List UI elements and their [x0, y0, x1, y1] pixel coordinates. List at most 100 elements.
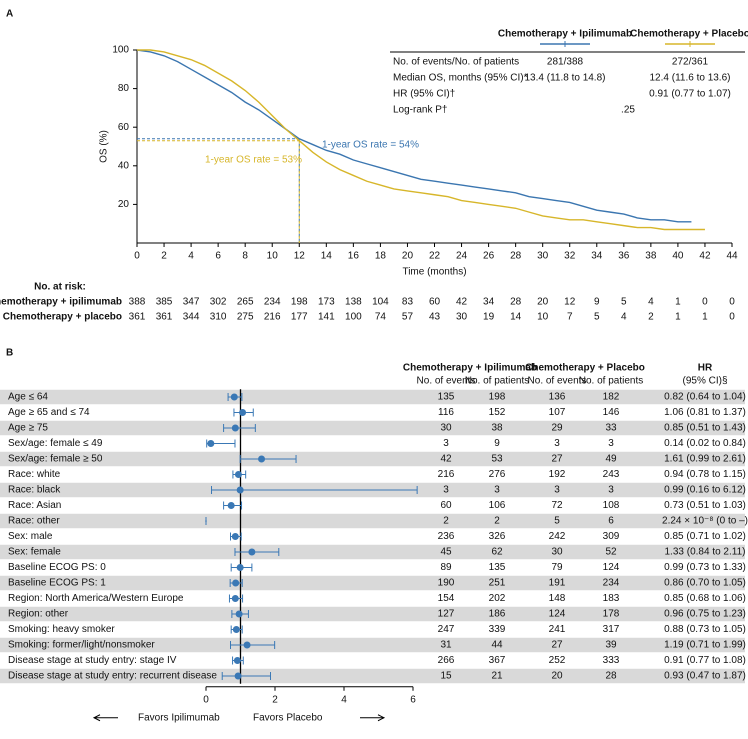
at-risk-value: 177: [291, 312, 308, 323]
hr-point: [230, 393, 238, 401]
annotation: 1-year OS rate = 54%: [322, 140, 419, 151]
at-risk-value: 173: [318, 297, 335, 308]
row-label: Sex: male: [8, 531, 53, 542]
at-risk-value: 57: [402, 312, 414, 323]
count: 27: [551, 454, 563, 465]
count: 252: [549, 655, 566, 666]
row-label: Region: other: [8, 609, 69, 620]
hr-label: 0.96 (0.75 to 1.23): [664, 609, 746, 620]
hr-label: 0.86 (0.70 to 1.05): [664, 578, 746, 589]
count: 242: [549, 531, 566, 542]
row-label: Age ≥ 75: [8, 423, 48, 434]
count: 251: [489, 578, 506, 589]
count: 190: [438, 578, 455, 589]
row-band: [0, 544, 745, 560]
hr-point: [233, 657, 241, 664]
count: 33: [605, 423, 617, 434]
legend-label: Chemotherapy + Ipilimumab: [498, 29, 632, 40]
count: 53: [491, 454, 503, 465]
count: 136: [549, 392, 566, 403]
x-tick-label: 12: [294, 251, 306, 262]
group-header: Chemotherapy + Placebo: [525, 363, 645, 374]
at-risk-value: 388: [129, 297, 146, 308]
row-label: Sex: female: [8, 547, 61, 558]
x-tick-label: 42: [699, 251, 711, 262]
hr-point: [243, 641, 251, 649]
count: 234: [603, 578, 620, 589]
at-risk-value: 1: [675, 297, 681, 308]
row-band: [0, 637, 745, 653]
at-risk-value: 28: [510, 297, 522, 308]
at-risk-value: 344: [183, 312, 200, 323]
at-risk-value: 43: [429, 312, 441, 323]
at-risk-value: 385: [156, 297, 173, 308]
count: 241: [549, 624, 566, 635]
row-label: Disease stage at study entry: stage IV: [8, 655, 177, 666]
count: 60: [440, 500, 452, 511]
sub-header: No. of events: [417, 376, 476, 387]
count: 106: [489, 500, 506, 511]
count: 3: [443, 485, 449, 496]
count: 42: [440, 454, 452, 465]
row-band: [0, 420, 745, 436]
stat-value: 281/388: [547, 57, 584, 68]
at-risk-value: 4: [648, 297, 654, 308]
x-tick-label: 34: [591, 251, 603, 262]
count: 3: [608, 438, 614, 449]
at-risk-value: 216: [264, 312, 281, 323]
count: 31: [440, 640, 452, 651]
favors-label: Favors Ipilimumab: [138, 712, 220, 723]
at-risk-value: 20: [537, 297, 549, 308]
row-label: Baseline ECOG PS: 1: [8, 578, 106, 589]
x-tick-label: 28: [510, 251, 522, 262]
count: 9: [494, 438, 500, 449]
x-tick-label: 44: [726, 251, 738, 262]
x-tick-label: 22: [429, 251, 441, 262]
at-risk-value: 5: [621, 297, 627, 308]
at-risk-value: 1: [702, 312, 708, 323]
sub-header: No. of patients: [579, 376, 643, 387]
stat-value: 12.4 (11.6 to 13.6): [650, 73, 731, 84]
at-risk-value: 0: [702, 297, 708, 308]
at-risk-value: 302: [210, 297, 227, 308]
at-risk-value: 275: [237, 312, 254, 323]
count: 116: [438, 407, 454, 418]
count: 135: [489, 562, 506, 573]
count: 266: [438, 655, 455, 666]
y-tick-label: 60: [118, 122, 130, 133]
x-tick-label: 6: [410, 694, 416, 705]
hr-point: [236, 564, 244, 571]
arrow: [92, 714, 118, 722]
count: 326: [489, 531, 506, 542]
hr-point: [207, 440, 215, 447]
at-risk-label: Chemotherapy + placebo: [3, 312, 122, 323]
at-risk-value: 19: [483, 312, 495, 323]
hr-label: 1.33 (0.84 to 2.11): [665, 547, 746, 558]
count: 333: [603, 655, 620, 666]
hr-label: 0.14 (0.02 to 0.84): [664, 438, 746, 449]
at-risk-value: 60: [429, 297, 441, 308]
hr-label: 1.06 (0.81 to 1.37): [664, 407, 746, 418]
survival-curve: [137, 49, 705, 231]
row-label: Smoking: former/light/nonsmoker: [8, 640, 155, 651]
count: 5: [554, 516, 560, 527]
count: 15: [440, 671, 452, 682]
at-risk-value: 9: [594, 297, 600, 308]
at-risk-value: 83: [402, 297, 414, 308]
at-risk-value: 10: [537, 312, 549, 323]
stat-label: No. of events/No. of patients: [393, 57, 519, 68]
at-risk-value: 198: [291, 297, 308, 308]
x-tick-label: 40: [672, 251, 684, 262]
x-tick-label: 26: [483, 251, 495, 262]
at-risk-label: Chemotherapy + ipilimumab: [0, 297, 122, 308]
row-band: [0, 451, 745, 467]
count: 178: [603, 609, 620, 620]
row-label: Age ≤ 64: [8, 392, 48, 403]
count: 309: [603, 531, 620, 542]
x-tick-label: 4: [341, 694, 347, 705]
at-risk-value: 30: [456, 312, 468, 323]
count: 186: [489, 609, 506, 620]
count: 27: [551, 640, 563, 651]
at-risk-value: 0: [729, 297, 735, 308]
